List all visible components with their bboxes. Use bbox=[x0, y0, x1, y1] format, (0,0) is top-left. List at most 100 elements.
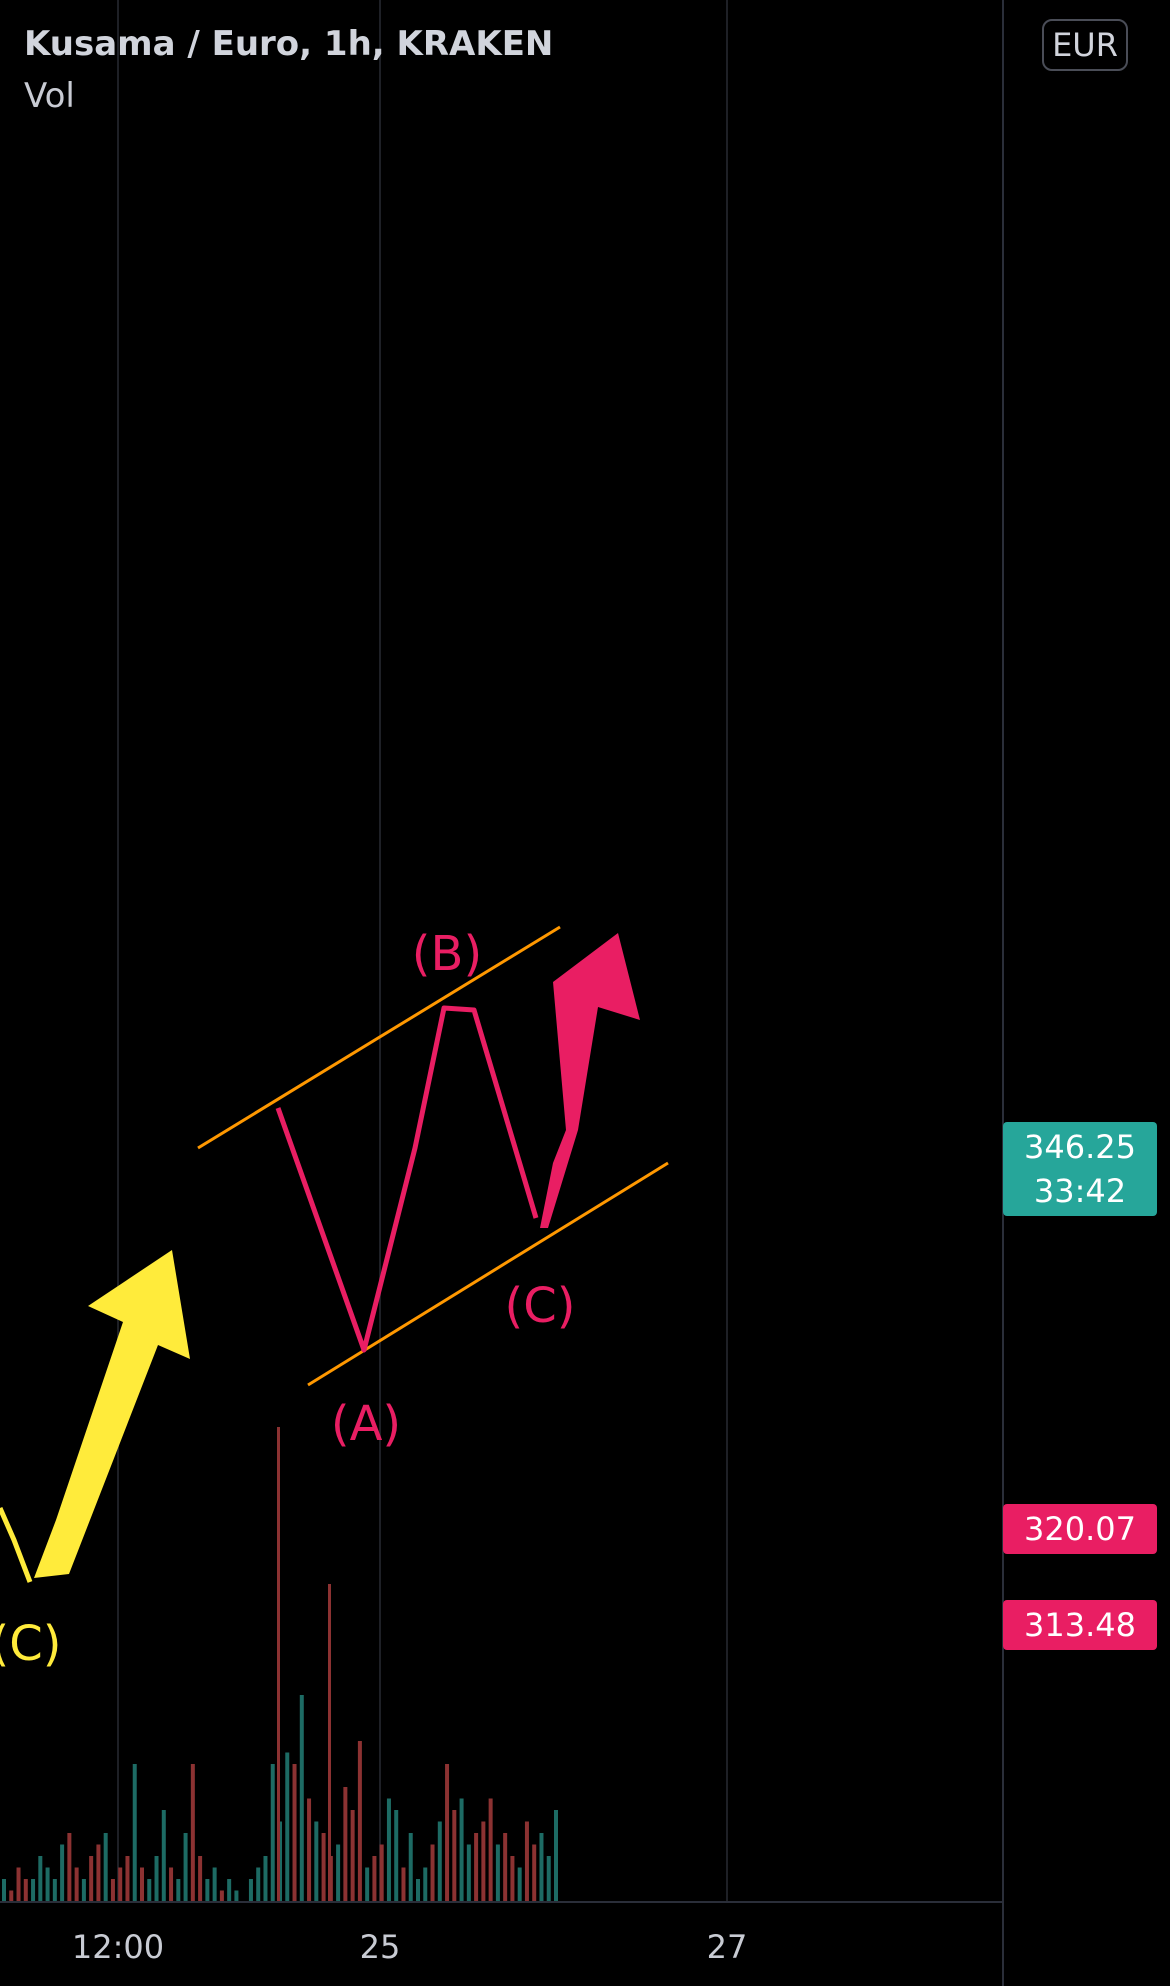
volume-bar bbox=[474, 1833, 479, 1902]
volume-bar bbox=[38, 1856, 43, 1902]
volume-bar bbox=[9, 1890, 14, 1902]
volume-bar bbox=[423, 1867, 428, 1902]
volume-bar bbox=[285, 1752, 290, 1902]
volume-bar bbox=[2, 1879, 6, 1902]
volume-bar bbox=[336, 1844, 341, 1902]
volume-indicator-label[interactable]: Vol bbox=[24, 76, 75, 116]
currency-button[interactable]: EUR bbox=[1042, 19, 1128, 71]
volume-bar bbox=[234, 1890, 239, 1902]
channel-lower-line bbox=[307, 1161, 669, 1387]
volume-bar bbox=[372, 1856, 377, 1902]
volume-bar bbox=[147, 1879, 152, 1902]
yellow-arrow bbox=[34, 1250, 190, 1578]
volume-bar bbox=[517, 1867, 522, 1902]
volume-bar bbox=[227, 1879, 232, 1902]
last-price-value: 346.25 bbox=[1024, 1128, 1136, 1166]
volume-bar bbox=[270, 1764, 275, 1902]
volume-bar bbox=[60, 1844, 65, 1902]
volume-bar bbox=[256, 1867, 261, 1902]
last-price-tag: 346.25 33:42 bbox=[1003, 1122, 1157, 1216]
x-tick-label: 25 bbox=[360, 1928, 401, 1966]
volume-bar bbox=[205, 1879, 210, 1902]
level-tag-320: 320.07 bbox=[1003, 1504, 1157, 1554]
volume-bar bbox=[466, 1844, 471, 1902]
volume-bar bbox=[52, 1879, 57, 1902]
volume-bar bbox=[365, 1867, 370, 1902]
volume-bar bbox=[524, 1821, 529, 1902]
volume-bar bbox=[532, 1844, 537, 1902]
level-tag-value: 313.48 bbox=[1024, 1606, 1136, 1644]
volume-bar bbox=[379, 1844, 384, 1902]
wave-label: (A) bbox=[331, 1396, 401, 1452]
volume-bar bbox=[219, 1890, 224, 1902]
volume-bar bbox=[539, 1833, 544, 1902]
volume-bar bbox=[154, 1856, 159, 1902]
wave-path bbox=[275, 1005, 539, 1353]
volume-bar bbox=[495, 1844, 500, 1902]
pink-arrow bbox=[540, 933, 640, 1228]
volume-bar bbox=[401, 1867, 406, 1902]
chart-grid bbox=[117, 0, 728, 1902]
bar-countdown: 33:42 bbox=[1033, 1172, 1127, 1210]
symbol-title[interactable]: Kusama / Euro, 1h, KRAKEN bbox=[24, 24, 554, 64]
volume-bar bbox=[183, 1833, 188, 1902]
volume-bar bbox=[125, 1856, 130, 1902]
volume-bar bbox=[16, 1867, 21, 1902]
x-tick-label: 12:00 bbox=[72, 1928, 164, 1966]
volume-bar bbox=[328, 1584, 331, 1902]
volume-bar bbox=[263, 1856, 268, 1902]
volume-bar bbox=[481, 1821, 486, 1902]
volume-bar bbox=[386, 1798, 391, 1902]
volume-bar bbox=[110, 1879, 115, 1902]
volume-bar bbox=[503, 1833, 508, 1902]
volume-bar bbox=[408, 1833, 413, 1902]
volume-bar bbox=[343, 1787, 348, 1902]
volume-bar bbox=[299, 1695, 304, 1902]
volume-bar bbox=[161, 1810, 166, 1902]
volume-bar bbox=[31, 1879, 36, 1902]
volume-bar bbox=[67, 1833, 72, 1902]
wave-label: (B) bbox=[412, 926, 482, 982]
volume-bar bbox=[277, 1427, 280, 1902]
volume-bar bbox=[89, 1856, 94, 1902]
volume-bar bbox=[321, 1833, 326, 1902]
volume-bar bbox=[437, 1821, 442, 1902]
volume-bar bbox=[430, 1844, 435, 1902]
wave-label: (C) bbox=[0, 1616, 61, 1672]
volume-bar bbox=[452, 1810, 457, 1902]
volume-bar bbox=[23, 1879, 28, 1902]
volume-bar bbox=[416, 1879, 420, 1902]
time-axis: 12:00 25 27 bbox=[72, 1928, 747, 1966]
wave-label: (C) bbox=[505, 1278, 576, 1334]
volume-bar bbox=[394, 1810, 399, 1902]
volume-bar bbox=[198, 1856, 203, 1902]
volume-bar bbox=[488, 1798, 493, 1902]
volume-bar bbox=[96, 1844, 101, 1902]
volume-bar bbox=[554, 1810, 558, 1902]
volume-bars bbox=[2, 1427, 558, 1902]
volume-bar bbox=[546, 1856, 551, 1902]
level-tag-value: 320.07 bbox=[1024, 1510, 1136, 1548]
volume-bar bbox=[176, 1879, 181, 1902]
volume-bar bbox=[445, 1764, 450, 1902]
volume-bar bbox=[307, 1798, 312, 1902]
x-tick-label: 27 bbox=[707, 1928, 748, 1966]
volume-bar bbox=[118, 1867, 123, 1902]
volume-bar bbox=[510, 1856, 515, 1902]
channel-upper-line bbox=[197, 925, 561, 1150]
volume-bar bbox=[74, 1867, 79, 1902]
price-axis: 300.00310.00330.00340.00350.00360.00370.… bbox=[0, 0, 1004, 1986]
volume-bar bbox=[459, 1798, 464, 1902]
volume-bar bbox=[103, 1833, 108, 1902]
volume-bar bbox=[314, 1821, 319, 1902]
yellow-wave-path bbox=[0, 1506, 33, 1583]
volume-bar bbox=[292, 1764, 297, 1902]
volume-bar bbox=[81, 1879, 86, 1902]
drawings: (A) (B) (C) (C) bbox=[0, 925, 669, 1672]
volume-bar bbox=[45, 1867, 50, 1902]
volume-bar bbox=[190, 1764, 195, 1902]
volume-bar bbox=[212, 1867, 217, 1902]
volume-bar bbox=[357, 1741, 362, 1902]
volume-bar bbox=[248, 1879, 253, 1902]
